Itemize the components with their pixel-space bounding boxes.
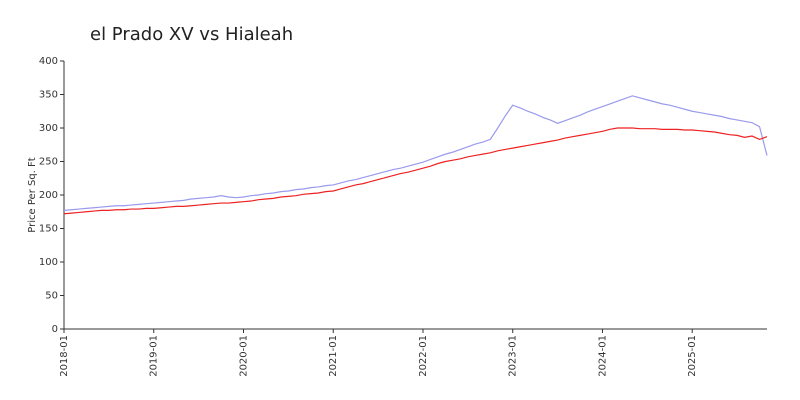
y-tick-label: 350	[39, 90, 58, 101]
y-axis-title: Price Per Sq. Ft	[27, 157, 38, 232]
y-tick-label: 150	[39, 224, 58, 235]
x-tick-label: 2022-01	[418, 335, 429, 377]
x-tick-label: 2024-01	[597, 335, 608, 377]
y-tick-label: 200	[39, 190, 58, 201]
y-tick-label: 250	[39, 157, 58, 168]
x-tick-label: 2018-01	[59, 335, 70, 377]
x-tick-label: 2019-01	[149, 335, 160, 377]
series-line	[63, 127, 768, 215]
series-line	[63, 95, 768, 212]
y-tick-label: 100	[39, 257, 58, 268]
y-tick-label: 0	[52, 324, 58, 335]
y-tick-label: 300	[39, 123, 58, 134]
y-tick-label: 50	[45, 291, 58, 302]
y-tick-label: 400	[39, 56, 58, 67]
x-tick-label: 2025-01	[687, 335, 698, 377]
chart-title: el Prado XV vs Hialeah	[90, 24, 293, 45]
x-tick-label: 2020-01	[238, 335, 249, 377]
x-tick-label: 2023-01	[508, 335, 519, 377]
x-tick-label: 2021-01	[328, 335, 339, 377]
